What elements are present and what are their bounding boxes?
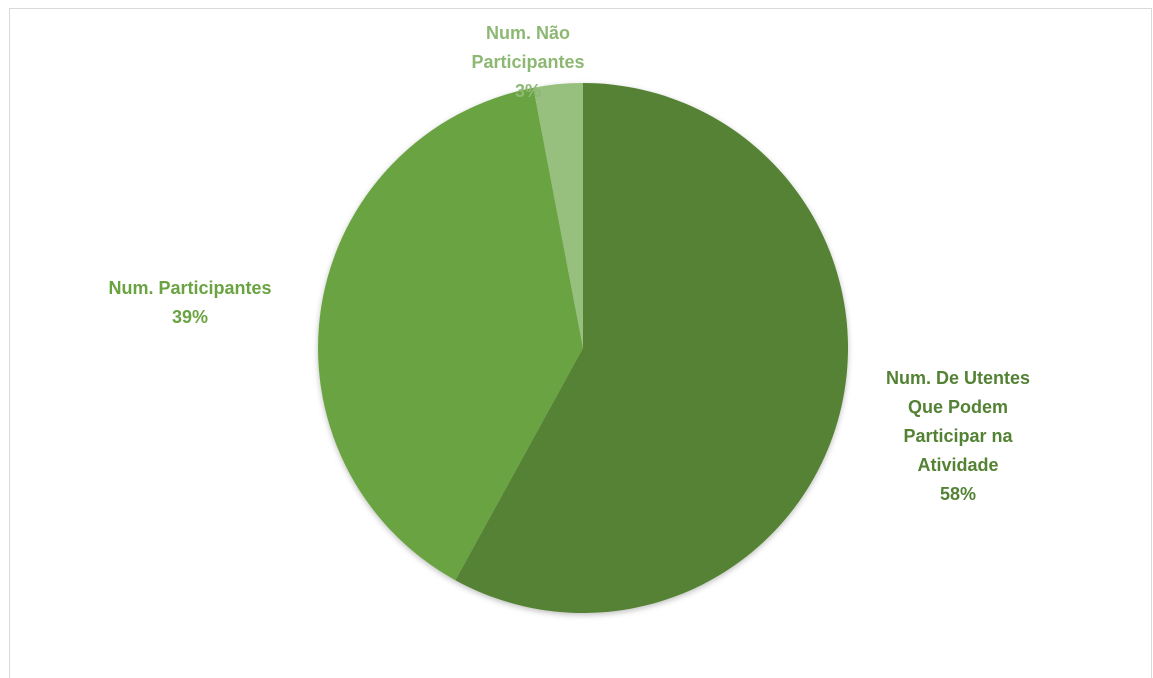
slice-label-2: Num. Participantes 39% [108, 278, 271, 327]
slice-label-1: Num. De Utentes Que Podem Participar na Ati… [886, 368, 1030, 504]
pie-slice-2 [318, 87, 583, 581]
pie-slice-3 [533, 83, 583, 348]
pie-slice-1 [455, 83, 849, 613]
slice-label-3: Num. Não Participantes 3% [471, 23, 584, 101]
